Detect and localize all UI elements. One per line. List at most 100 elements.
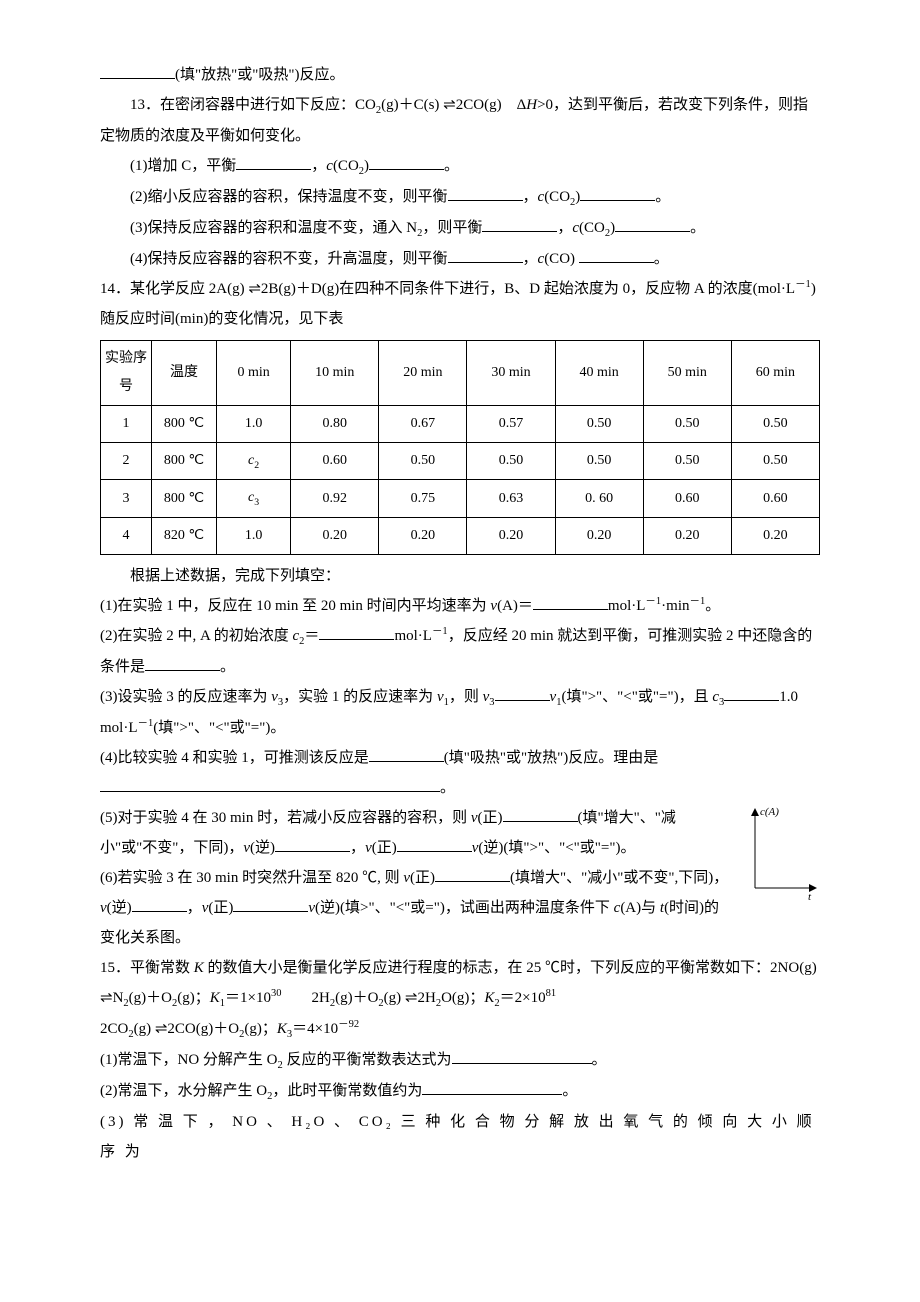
- sub: 2: [254, 460, 259, 471]
- text: mol·L: [608, 598, 646, 614]
- text: (逆): [250, 840, 275, 856]
- var-v: v: [437, 689, 444, 705]
- equil-arrow: ⇌: [248, 281, 261, 297]
- var-k: K: [277, 1021, 287, 1037]
- td: 0.20: [731, 517, 819, 554]
- blank: [452, 1049, 592, 1064]
- td: 800 ℃: [152, 443, 217, 480]
- q14-stem: 14．某化学反应 2A(g) ⇌2B(g)＋D(g)在四种不同条件下进行，B、D…: [100, 274, 820, 334]
- text: (4)比较实验 4 和实验 1，可推测该反应是: [100, 750, 369, 766]
- text: (2)常温下，水分解产生 O: [100, 1083, 267, 1099]
- td: 0.20: [379, 517, 467, 554]
- text: (正): [410, 870, 435, 886]
- td: c2: [217, 443, 291, 480]
- td: 0.20: [291, 517, 379, 554]
- blank: [495, 686, 550, 701]
- td: 0.63: [467, 480, 555, 517]
- blank: [100, 777, 440, 792]
- text: ，: [523, 189, 538, 205]
- text: 2H: [417, 990, 435, 1006]
- equil-arrow: ⇌: [155, 1021, 168, 1037]
- q13-stem: 13．在密闭容器中进行如下反应：CO2(g)＋C(s) ⇌2CO(g) ΔH>0…: [100, 90, 820, 151]
- blank: [132, 897, 187, 912]
- text: (5)对于实验 4 在 30 min 时，若减小反应容器的容积，则: [100, 810, 471, 826]
- th: 50 min: [643, 341, 731, 406]
- sup: －1: [432, 626, 448, 637]
- text: 14．某化学反应 2A(g): [100, 281, 248, 297]
- text: 2H: [281, 990, 329, 1006]
- text: 2B(g)＋D(g)在四种不同条件下进行，B、D 起始浓度为 0，反应物 A 的…: [261, 281, 795, 297]
- text: (g)＋O: [335, 990, 378, 1006]
- blank: [482, 218, 557, 233]
- table-header-row: 实验序号 温度 0 min 10 min 20 min 30 min 40 mi…: [101, 341, 820, 406]
- text: O(g)；: [441, 990, 484, 1006]
- axis-x-label: t: [808, 891, 812, 903]
- var-v: v: [365, 840, 372, 856]
- text: (填增大"、"减小"或不变",下同)，: [510, 870, 728, 886]
- td: 0.60: [731, 480, 819, 517]
- text: 2CO(g) Δ: [456, 97, 526, 113]
- text: 15．平衡常数: [100, 960, 194, 976]
- text: mol·L: [394, 628, 432, 644]
- var-k: K: [210, 990, 220, 1006]
- th: 温度: [152, 341, 217, 406]
- q13-1: (1)增加 C，平衡，c(CO2)。: [100, 151, 820, 182]
- text: ，: [557, 220, 572, 236]
- th: 30 min: [467, 341, 555, 406]
- text: (g)＋C(s): [381, 97, 443, 113]
- text: (1)增加 C，平衡: [130, 158, 236, 174]
- text: (2)在实验 2 中, A 的初始浓度: [100, 628, 293, 644]
- table-body: 1 800 ℃ 1.0 0.80 0.67 0.57 0.50 0.50 0.5…: [101, 406, 820, 555]
- td: 0.50: [379, 443, 467, 480]
- q14-2: (2)在实验 2 中, A 的初始浓度 c2＝mol·L－1，反应经 20 mi…: [100, 621, 820, 682]
- equil-arrow: ⇌: [100, 990, 113, 1006]
- text: (填">"、"<"或"=")，且: [561, 689, 712, 705]
- td: 0.57: [467, 406, 555, 443]
- th: 60 min: [731, 341, 819, 406]
- text: (逆)(填">"、"<"或"=")。: [478, 840, 635, 856]
- blank: [579, 249, 654, 264]
- var-v: v: [271, 689, 278, 705]
- blank: [145, 656, 220, 671]
- th: 0 min: [217, 341, 291, 406]
- td: 0.20: [643, 517, 731, 554]
- text: 2CO: [100, 1021, 128, 1037]
- q14-after-table: 根据上述数据，完成下列填空：: [100, 561, 820, 591]
- td: 3: [101, 480, 152, 517]
- sup: 81: [546, 988, 557, 999]
- text: (g)；: [244, 1021, 277, 1037]
- td: 0.50: [731, 443, 819, 480]
- q14-table: 实验序号 温度 0 min 10 min 20 min 30 min 40 mi…: [100, 340, 820, 555]
- td: 820 ℃: [152, 517, 217, 554]
- text: (3)保持反应容器的容积和温度不变，通入 N: [130, 220, 417, 236]
- q15-line2: 2CO2(g) ⇌2CO(g)＋O2(g)；K3＝4×10－92: [100, 1014, 820, 1045]
- var-v: v: [471, 810, 478, 826]
- text: (3)设实验 3 的反应速率为: [100, 689, 271, 705]
- text: ，此时平衡常数值约为: [272, 1083, 422, 1099]
- text: 13．在密闭容器中进行如下反应：CO: [130, 97, 376, 113]
- blank: [100, 65, 175, 80]
- page-root: (填"放热"或"吸热")反应。 13．在密闭容器中进行如下反应：CO2(g)＋C…: [0, 0, 920, 1227]
- td: 4: [101, 517, 152, 554]
- var-v: v: [403, 870, 410, 886]
- equil-arrow: ⇌: [405, 990, 418, 1006]
- text: (CO: [544, 189, 570, 205]
- q13-4: (4)保持反应容器的容积不变，升高温度，则平衡，c(CO) 。: [100, 244, 820, 274]
- axis-graph-icon: c(A) t: [740, 803, 820, 903]
- text: 2CO(g)＋O: [167, 1021, 239, 1037]
- text: (g)＋O: [129, 990, 172, 1006]
- td: 0.80: [291, 406, 379, 443]
- td: 0.50: [555, 443, 643, 480]
- td: 0.67: [379, 406, 467, 443]
- text: ，实验 1 的反应速率为: [283, 689, 437, 705]
- q15-1: (1)常温下，NO 分解产生 O2 反应的平衡常数表达式为。: [100, 1045, 820, 1076]
- text: ，则: [449, 689, 483, 705]
- th: 40 min: [555, 341, 643, 406]
- sup: －1: [795, 279, 811, 290]
- var-k: K: [194, 960, 204, 976]
- text: (填"吸热"或"放热")反应。理由是: [444, 750, 658, 766]
- text: (g): [134, 1021, 155, 1037]
- text: 反应的平衡常数表达式为: [283, 1052, 452, 1068]
- var-k: K: [484, 990, 494, 1006]
- intro-tail: (填"放热"或"吸热")反应。: [100, 60, 820, 90]
